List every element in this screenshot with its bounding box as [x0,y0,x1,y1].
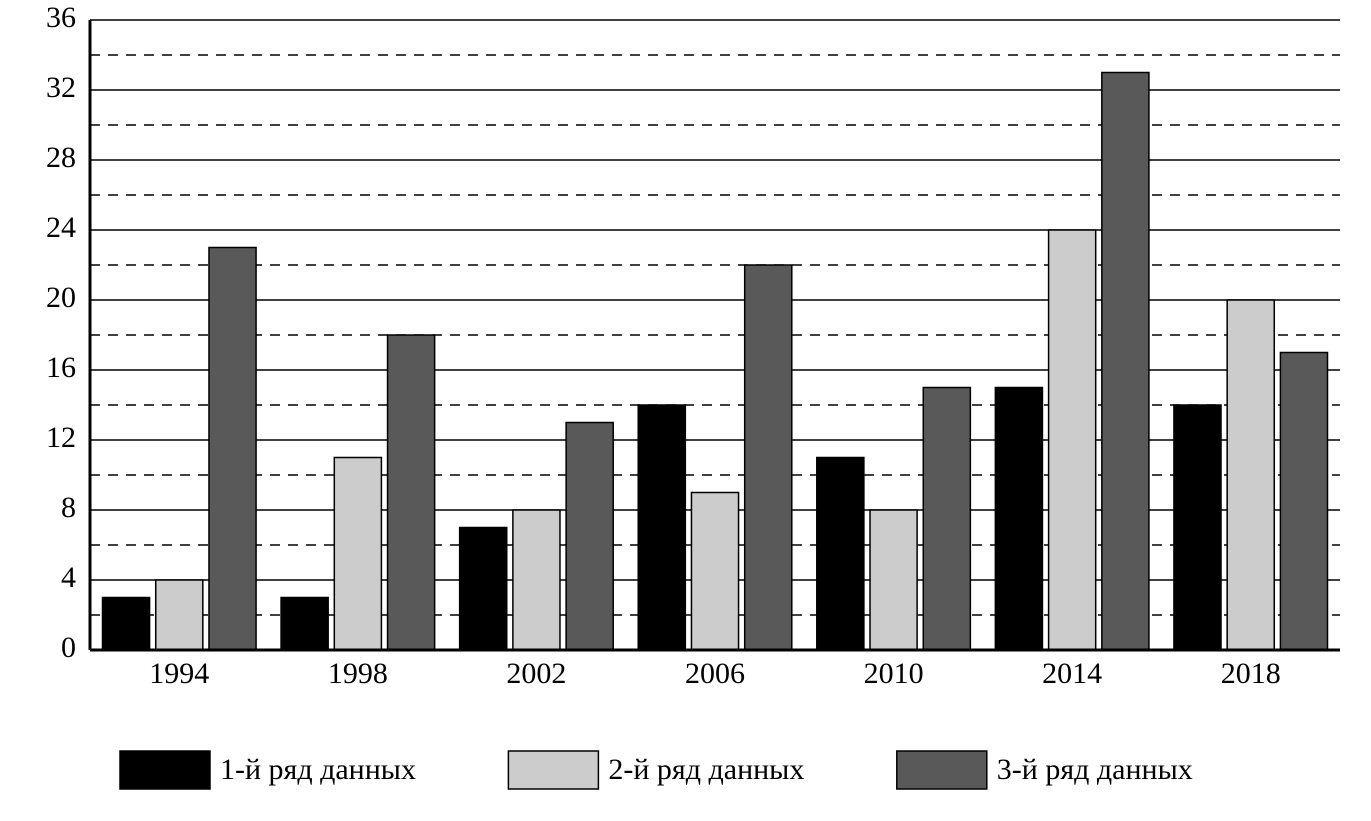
x-tick-label: 2014 [1042,657,1102,690]
legend-swatch [508,751,598,789]
bar [388,335,435,650]
x-tick-label: 2018 [1221,657,1281,690]
bar [460,528,507,651]
bar [281,598,328,651]
legend-label: 2-й ряд данных [608,753,804,786]
bar [156,580,203,650]
bar [638,405,685,650]
y-tick-label: 12 [46,421,76,454]
y-tick-label: 8 [61,491,76,524]
chart-svg: 0 4 8 12 16 20 24 28 32 36 1994 1998 2002 2006 2010 201… [0,0,1371,821]
y-tick-label: 20 [46,281,76,314]
x-tick-label: 1998 [328,657,388,690]
bar [923,388,970,651]
y-tick-label: 0 [61,631,76,664]
bar [745,265,792,650]
bar [209,248,256,651]
bar [566,423,613,651]
bar-chart: 0 4 8 12 16 20 24 28 32 36 1994 1998 2002 2006 2010 201… [0,0,1371,821]
x-tick-label: 2006 [685,657,745,690]
bar [513,510,560,650]
bar [995,388,1042,651]
y-tick-label: 36 [46,1,76,34]
x-tick-label: 1994 [149,657,209,690]
legend-swatch [120,751,210,789]
y-tick-label: 32 [46,71,76,104]
bar [1227,300,1274,650]
legend-label: 1-й ряд данных [220,753,416,786]
bar [691,493,738,651]
y-tick-label: 24 [46,211,76,244]
y-tick-label: 16 [46,351,76,384]
legend: 1-й ряд данных 2-й ряд данных 3-й ряд данн… [120,751,1193,789]
bar [103,598,150,651]
legend-label: 3-й ряд данных [997,753,1193,786]
bar [1174,405,1221,650]
bar [1102,73,1149,651]
bar [1280,353,1327,651]
bar [817,458,864,651]
bar [870,510,917,650]
legend-swatch [897,751,987,789]
y-tick-labels: 0 4 8 12 16 20 24 28 32 36 [46,1,76,664]
x-tick-label: 2010 [864,657,924,690]
bar [334,458,381,651]
bar [1049,230,1096,650]
x-tick-label: 2002 [506,657,566,690]
y-tick-label: 28 [46,141,76,174]
y-tick-label: 4 [61,561,76,594]
x-tick-labels: 1994 1998 2002 2006 2010 2014 2018 [149,657,1280,690]
